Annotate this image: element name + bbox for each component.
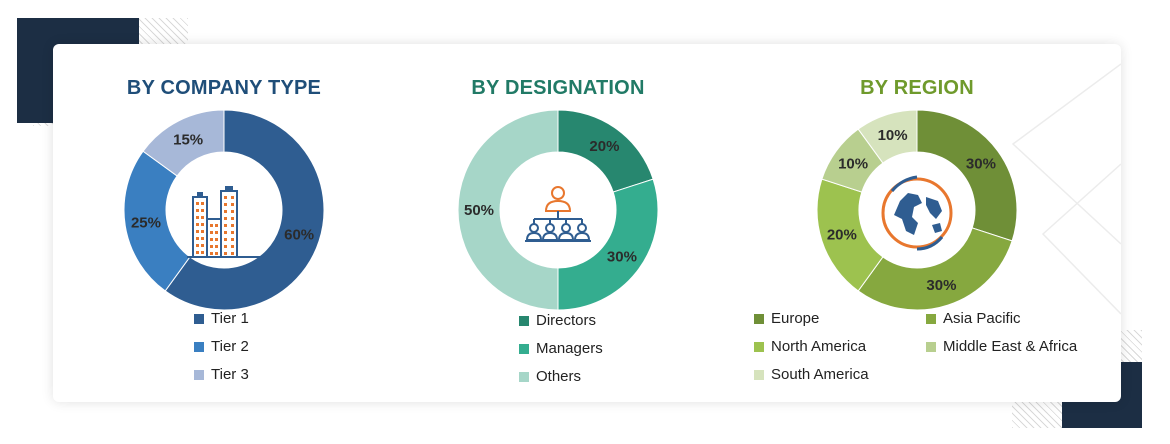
donut-slice-asia-pacific	[857, 227, 1013, 311]
legend-swatch	[194, 341, 204, 352]
legend-item: Asia Pacific	[926, 310, 1021, 327]
slice-value-label: 10%	[878, 127, 908, 144]
legend-swatch	[519, 371, 529, 382]
slice-value-label: 20%	[827, 226, 857, 243]
legend-item: Middle East & Africa	[926, 338, 1077, 355]
legend-label: South America	[771, 366, 869, 383]
legend-item: Directors	[519, 312, 596, 329]
charts-card: BY COMPANY TYPE 60% 25% 15% Tier 1 Tier 2 Ti…	[53, 44, 1121, 402]
donut-slice-managers	[557, 178, 659, 311]
legend-item: Europe	[754, 310, 819, 327]
legend-item: South America	[754, 366, 869, 383]
slice-value-label: 60%	[284, 226, 314, 243]
legend-swatch	[926, 313, 936, 324]
legend-label: Middle East & Africa	[943, 338, 1078, 355]
org-chart-people-icon	[525, 186, 591, 242]
region-legend: Europe Asia Pacific North America Middle Ea…	[754, 310, 1114, 390]
legend-item: Managers	[519, 340, 603, 357]
legend-swatch	[926, 341, 936, 352]
slice-value-label: 30%	[926, 277, 956, 294]
company-type-donut: 60% 25% 15%	[123, 109, 325, 311]
legend-swatch	[194, 313, 204, 324]
company-type-title: BY COMPANY TYPE	[126, 77, 322, 99]
buildings-icon	[187, 186, 261, 258]
legend-label: Asia Pacific	[943, 310, 1021, 327]
legend-label: Managers	[536, 340, 603, 357]
designation-donut: 20% 30% 50%	[457, 109, 659, 311]
legend-label: Europe	[771, 310, 820, 327]
legend-label: Tier 1	[211, 310, 249, 327]
designation-legend: Directors Managers Others	[519, 312, 719, 392]
donut-slice-europe	[916, 109, 1018, 242]
legend-swatch	[754, 313, 764, 324]
donut-slice-tier-3	[142, 109, 225, 177]
legend-item: Tier 3	[194, 366, 249, 383]
region-title: BY REGION	[860, 77, 974, 99]
globe-icon	[881, 175, 953, 251]
legend-swatch	[519, 315, 529, 326]
region-donut: 30% 30% 20% 10% 10%	[816, 109, 1018, 311]
slice-value-label: 20%	[589, 138, 619, 155]
slice-value-label: 30%	[966, 156, 996, 173]
designation-title: BY DESIGNATION	[471, 77, 645, 99]
slice-value-label: 25%	[131, 214, 161, 231]
legend-label: Tier 3	[211, 366, 249, 383]
donut-slice-others	[457, 109, 559, 311]
legend-swatch	[194, 369, 204, 380]
legend-label: Tier 2	[211, 338, 249, 355]
company-type-legend: Tier 1 Tier 2 Tier 3	[194, 310, 394, 390]
legend-item: Tier 2	[194, 338, 249, 355]
legend-item: Others	[519, 368, 581, 385]
donut-slice-tier-1	[164, 109, 325, 311]
slice-value-label: 30%	[607, 248, 637, 265]
legend-label: Directors	[536, 312, 597, 329]
slice-value-label: 15%	[173, 132, 203, 149]
legend-swatch	[754, 369, 764, 380]
legend-label: North America	[771, 338, 867, 355]
legend-swatch	[754, 341, 764, 352]
slice-value-label: 50%	[464, 202, 494, 219]
legend-label: Others	[536, 368, 582, 385]
legend-swatch	[519, 343, 529, 354]
legend-item: Tier 1	[194, 310, 249, 327]
slice-value-label: 10%	[838, 156, 868, 173]
decor-lines	[1011, 63, 1121, 315]
donut-slice-south-america	[857, 109, 918, 164]
legend-item: North America	[754, 338, 866, 355]
